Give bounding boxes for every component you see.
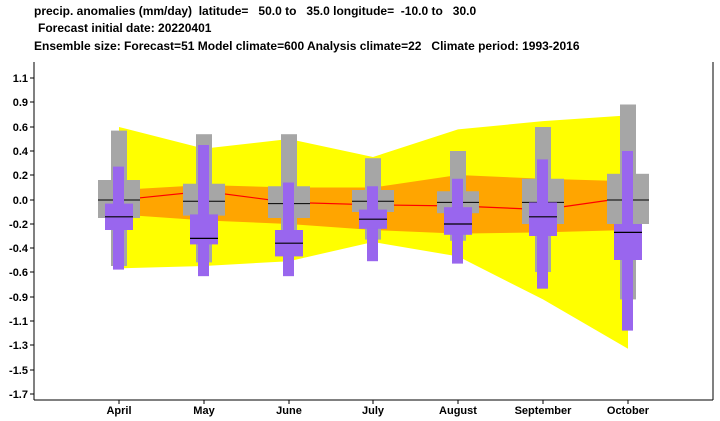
y-tick-label: -0.4 xyxy=(9,243,29,255)
x-tick-label: October xyxy=(607,405,650,417)
y-tick-label: 0.4 xyxy=(13,146,29,158)
y-tick-label: 0.0 xyxy=(13,195,28,207)
x-tick-label: September xyxy=(515,405,573,417)
header-ensemble-info: Ensemble size: Forecast=51 Model climate… xyxy=(34,39,580,53)
y-tick-label: -1.5 xyxy=(9,365,28,377)
y-tick-label: 0.2 xyxy=(13,170,28,182)
y-tick-label: -1.1 xyxy=(9,316,28,328)
y-tick-label: -0.6 xyxy=(9,267,28,279)
y-tick-label: -0.2 xyxy=(9,219,28,231)
x-tick-label: August xyxy=(439,405,477,417)
y-tick-label: -0.9 xyxy=(9,292,28,304)
forecast-box xyxy=(529,202,557,236)
forecast-box xyxy=(190,214,218,245)
forecast-whisker xyxy=(283,182,294,277)
y-tick-label: 0.9 xyxy=(13,97,28,109)
y-tick-label: -1.7 xyxy=(9,389,28,401)
header-title: precip. anomalies (mm/day) latitude= 50.… xyxy=(34,4,477,18)
x-tick-label: May xyxy=(193,405,215,417)
y-tick-label: -1.3 xyxy=(9,340,28,352)
forecast-box xyxy=(444,207,472,235)
forecast-whisker xyxy=(198,145,209,277)
y-tick-label: 1.1 xyxy=(13,73,28,85)
x-tick-label: July xyxy=(362,405,385,417)
x-tick-label: April xyxy=(106,405,131,417)
x-tick-label: June xyxy=(276,405,302,417)
y-tick-label: 0.6 xyxy=(13,122,28,134)
header-forecast-date: Forecast initial date: 20220401 xyxy=(38,21,212,35)
forecast-box xyxy=(614,224,642,260)
